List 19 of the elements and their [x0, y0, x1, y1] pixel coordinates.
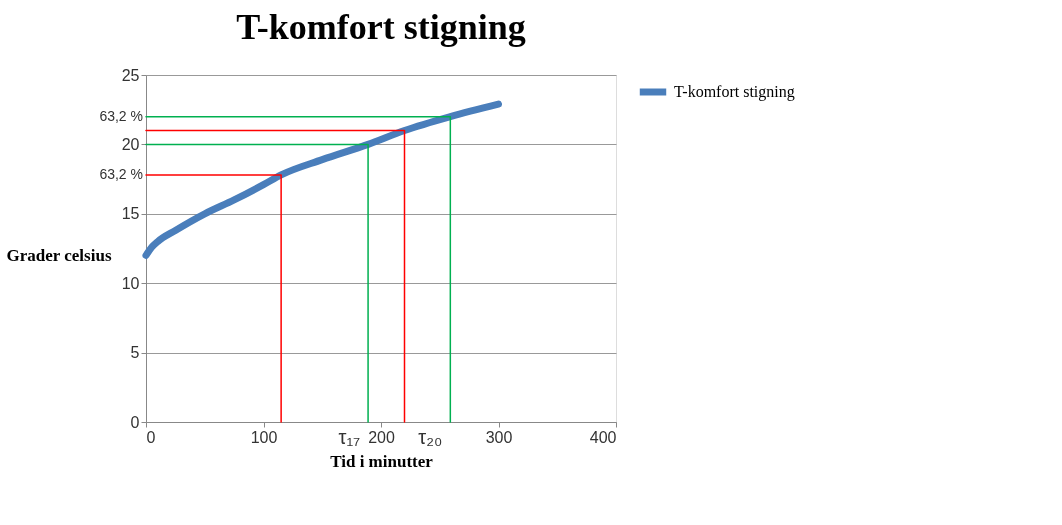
annotation: τ₁₇	[338, 426, 361, 448]
y-tick-label: 5	[130, 344, 140, 362]
annotation: τ₂₀	[418, 426, 443, 448]
y-axis-title: Grader celsius	[6, 245, 112, 265]
y-tick-label: 0	[130, 413, 140, 431]
x-tick-label: 200	[368, 428, 395, 446]
x-tick-label: 300	[485, 428, 513, 446]
annotation: 63,2 %	[99, 165, 143, 182]
x-axis-title: Tid i minutter	[330, 451, 434, 471]
x-tick-label: 0	[146, 428, 156, 446]
y-tick-label: 20	[121, 135, 140, 153]
x-tick-label: 400	[589, 428, 617, 446]
chart-title: T-komfort stigning	[236, 7, 526, 47]
y-tick-label: 10	[121, 274, 140, 292]
x-tick-label: 100	[250, 428, 278, 446]
y-tick-label: 15	[121, 205, 140, 223]
y-tick-label: 25	[121, 66, 140, 84]
annotation: 63,2 %	[99, 107, 143, 124]
legend-label: T-komfort stigning	[674, 83, 795, 101]
